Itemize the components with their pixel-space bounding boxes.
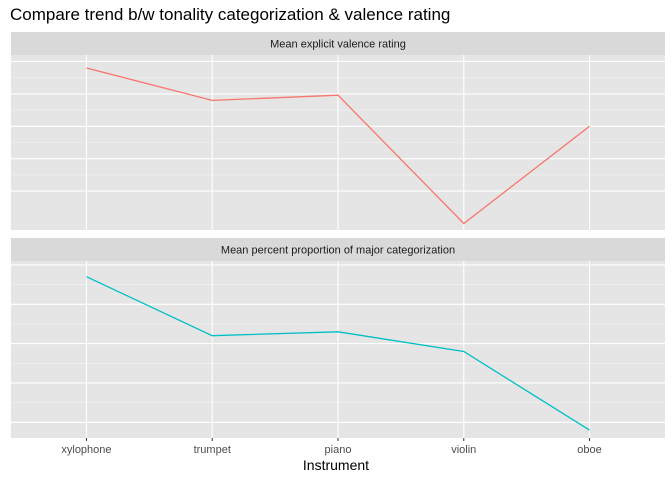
x-tick-label-trumpet: trumpet <box>194 444 231 456</box>
facet-strip-1 <box>11 32 665 55</box>
x-tick-label-piano: piano <box>325 444 352 456</box>
facet-strip-label-1: Mean explicit valence rating <box>270 39 406 51</box>
x-tick-label-xylophone: xylophone <box>61 444 111 456</box>
x-tick-label-violin: violin <box>451 444 476 456</box>
facet-strip-2 <box>11 238 665 261</box>
x-tick-label-oboe: oboe <box>577 444 601 456</box>
facet-strip-label-2: Mean percent proportion of major categor… <box>221 245 455 257</box>
x-axis-label: Instrument <box>302 457 370 473</box>
chart-title: Compare trend b/w tonality categorizatio… <box>10 5 451 24</box>
